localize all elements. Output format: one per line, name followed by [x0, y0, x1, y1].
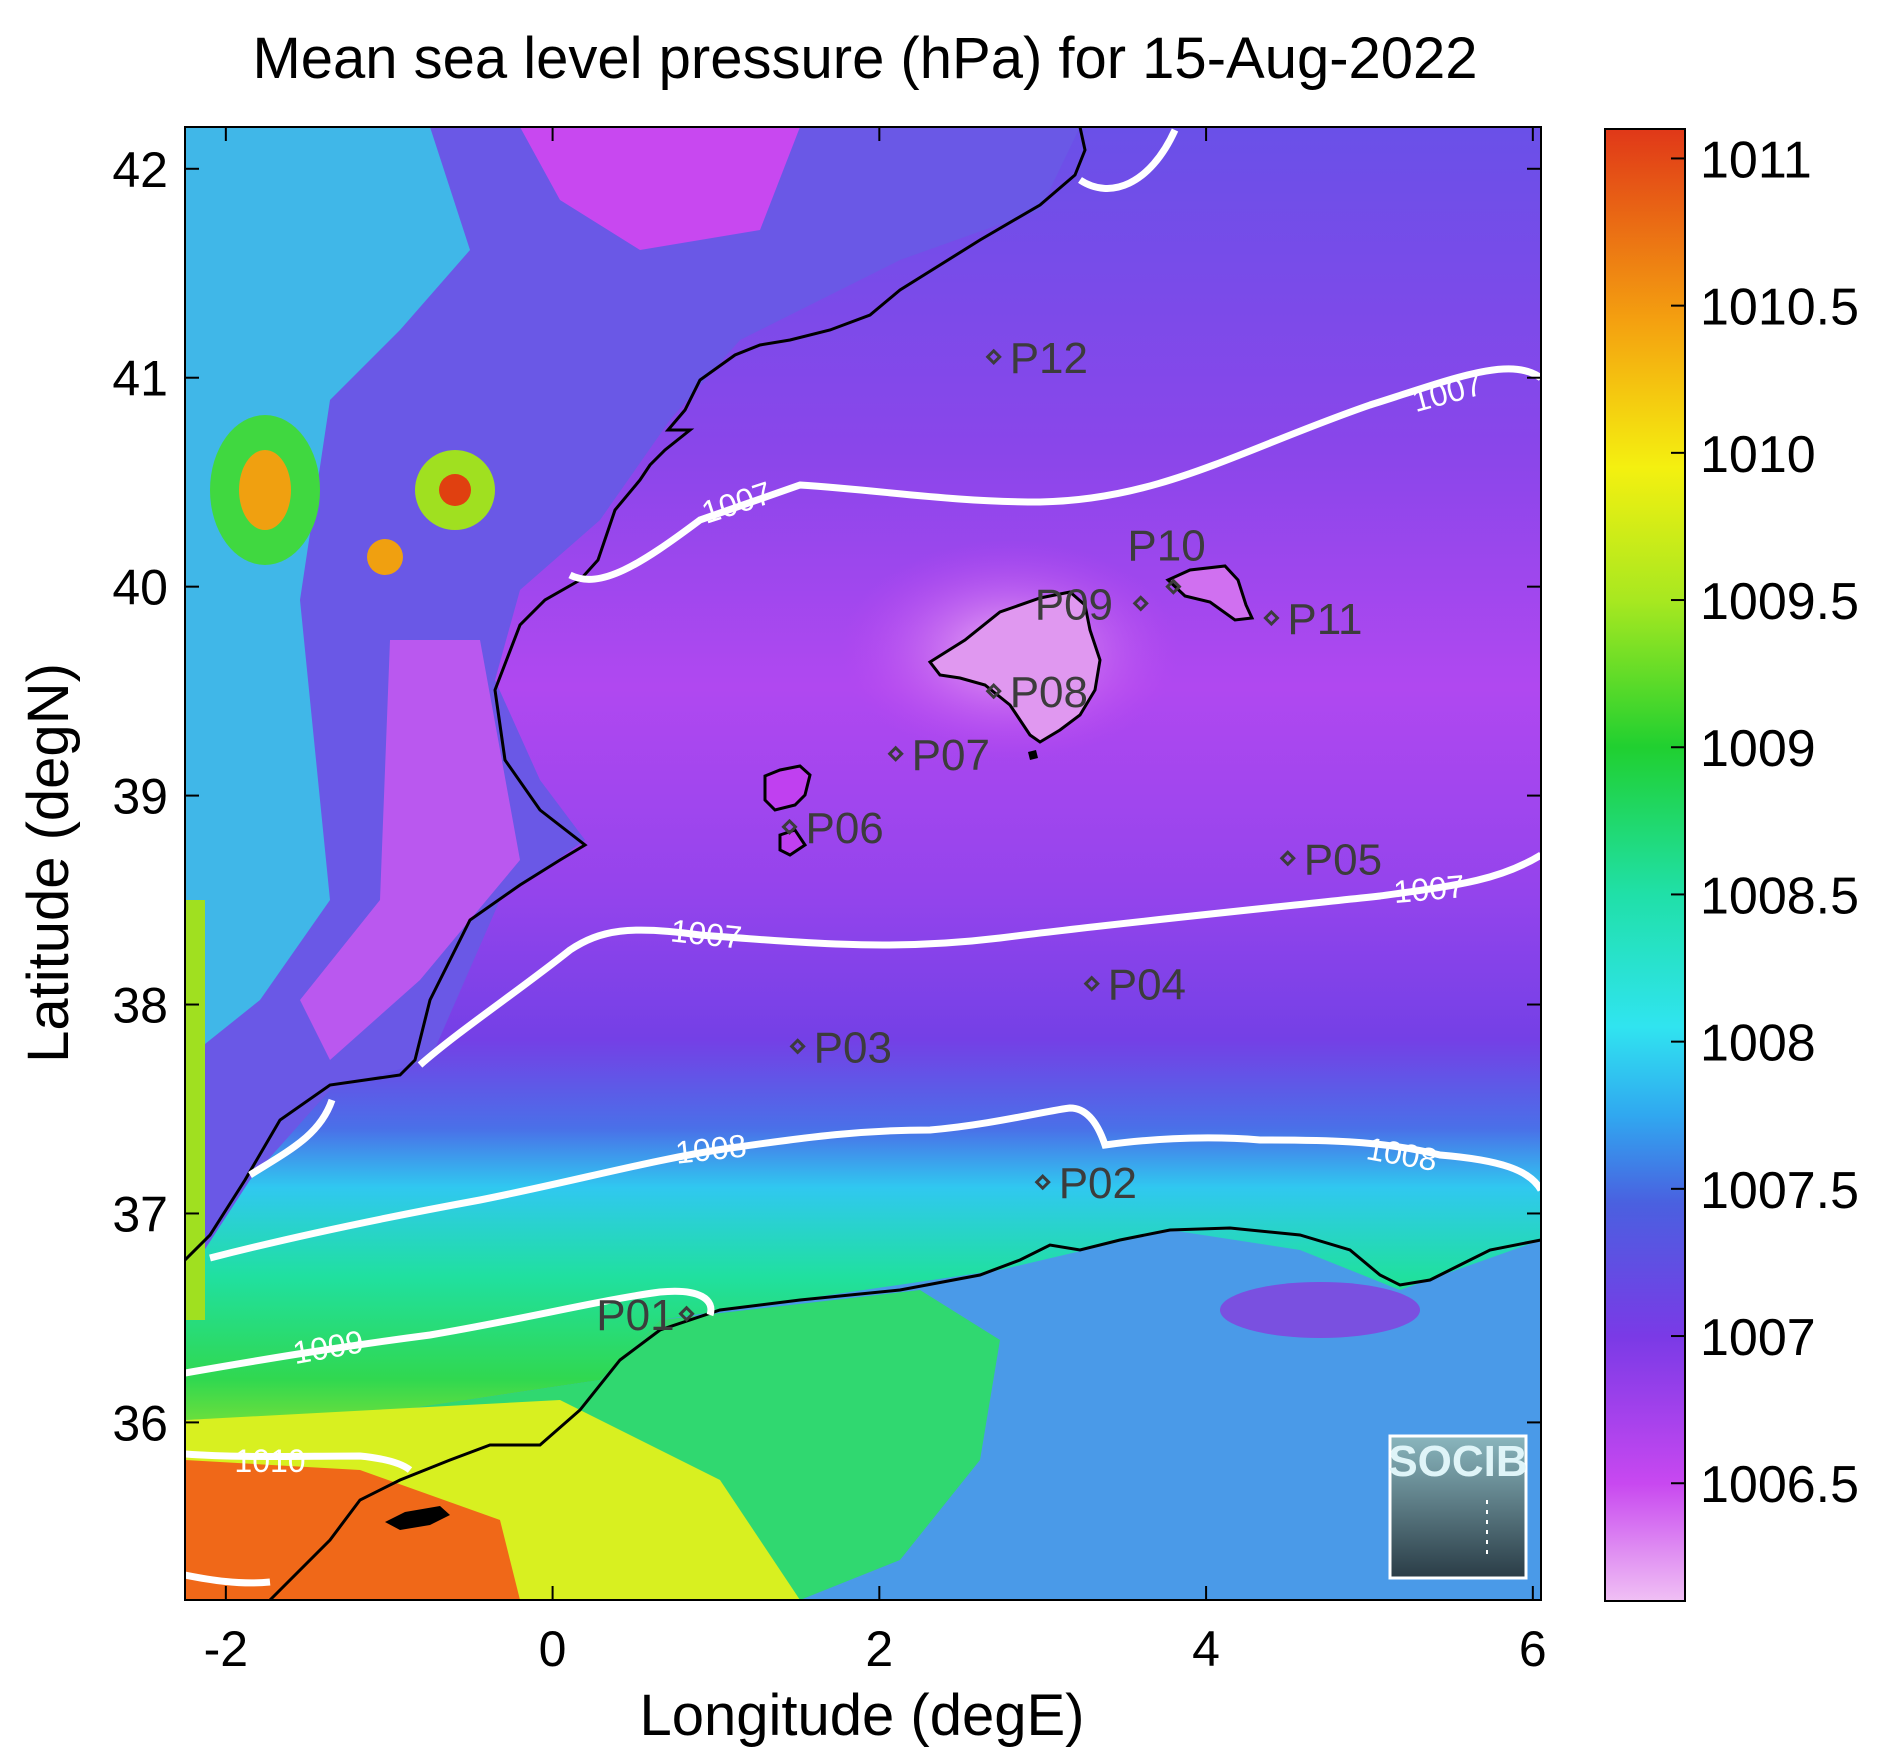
- station-marker: [985, 348, 1002, 365]
- colorbar-tick-label: 1008.5: [1700, 867, 1859, 925]
- x-tick-label: 4: [1192, 1621, 1220, 1677]
- map-plot-area: 1007 1007 1007 1007 1008 1008 1009 1010 …: [185, 127, 1541, 1600]
- inland-low-field: [520, 127, 800, 250]
- y-tick-label: 41: [112, 351, 168, 407]
- colorbar-tick-label: 1011: [1700, 131, 1812, 189]
- contour-label: 1007: [1392, 868, 1466, 910]
- station-label: P01: [596, 1291, 674, 1340]
- contour-label: 1008: [674, 1127, 749, 1170]
- menorca-island: [1165, 564, 1255, 622]
- contour-1007-upper: [568, 365, 1541, 583]
- ibiza-island: [763, 764, 812, 812]
- africa-low-patch: [1220, 1282, 1420, 1338]
- contour-label: 1010: [234, 1443, 305, 1479]
- station-label: P04: [1108, 961, 1186, 1010]
- y-axis-label: Latitude (degN): [16, 663, 81, 1063]
- iberia-coastline: [185, 127, 1087, 1262]
- mallorca-island: [927, 590, 1102, 744]
- station-label: P07: [912, 731, 990, 780]
- africa-hot-field: [185, 1460, 520, 1600]
- y-tick-label: 36: [112, 1395, 168, 1451]
- colorbar-tick-label: 1007.5: [1700, 1162, 1859, 1220]
- contour-1008: [209, 1104, 1541, 1262]
- x-tick-label: 0: [539, 1621, 567, 1677]
- contour-label: 1007: [669, 912, 744, 955]
- station-marker: [1132, 595, 1149, 612]
- mountain-peak-1: [239, 450, 291, 530]
- colorbar-tick-label: 1006.5: [1700, 1456, 1859, 1514]
- plot-frame: [184, 126, 1542, 1601]
- station-label: P03: [814, 1023, 892, 1072]
- station-marker: [1263, 609, 1280, 627]
- y-axis: 36 37 38 39 40 41 42: [112, 142, 1541, 1451]
- colorbar-tick-label: 1009.5: [1700, 573, 1859, 631]
- y-tick-label: 40: [112, 560, 168, 616]
- station-markers: P01 P02 P03 P04 P05 P06 P07 P08 P09 P10 P11 P12: [596, 334, 1382, 1340]
- station-label: P09: [1035, 580, 1113, 629]
- socib-logo: SOCIB: [1388, 1434, 1528, 1580]
- colorbar-tick-label: 1009: [1700, 720, 1816, 778]
- station-marker: [1165, 578, 1182, 595]
- x-tick-label: 6: [1519, 1621, 1547, 1677]
- station-marker: [985, 683, 1002, 700]
- station-label: P10: [1127, 522, 1205, 571]
- station-label: P11: [1287, 595, 1362, 644]
- y-tick-label: 37: [112, 1186, 168, 1242]
- station-label: P05: [1304, 835, 1382, 884]
- coastal-low-field: [300, 640, 520, 1060]
- station-label: P08: [1010, 668, 1088, 717]
- colorbar-ticks: 1006.5 1007 1007.5 1008 1008.5 1009 1009.5 1010…: [1671, 131, 1859, 1514]
- chart-title: Mean sea level pressure (hPa) for 15-Aug…: [252, 26, 1477, 91]
- x-axis-label: Longitude (degE): [640, 1683, 1085, 1748]
- mountain-peak-3: [367, 539, 403, 575]
- contour-1007-north: [1078, 128, 1179, 192]
- station-marker: [789, 1038, 806, 1055]
- iberia-highlands-field: [185, 127, 470, 1060]
- logo-text: SOCIB: [1388, 1437, 1527, 1486]
- contour-1009: [185, 1287, 715, 1377]
- alboran-island: [385, 1506, 450, 1530]
- cabrera-island: [1028, 750, 1038, 760]
- station-marker: [678, 1305, 695, 1322]
- contour-1010: [185, 1450, 413, 1473]
- colorbar-tick-label: 1008: [1700, 1015, 1816, 1073]
- y-tick-label: 39: [112, 769, 168, 825]
- y-tick-label: 38: [112, 978, 168, 1034]
- station-marker: [1279, 850, 1296, 867]
- colorbar: [1604, 128, 1686, 1602]
- africa-coastline: [267, 1226, 1541, 1600]
- colorbar-tick-label: 1010: [1700, 426, 1816, 484]
- colorbar-tick-label: 1007: [1700, 1309, 1816, 1367]
- mountain-peak-2: [439, 474, 471, 506]
- x-axis: -2 0 2 4 6: [204, 127, 1547, 1677]
- station-label: P02: [1059, 1159, 1137, 1208]
- station-marker: [781, 818, 798, 836]
- x-tick-label: -2: [204, 1621, 248, 1677]
- x-tick-label: 2: [865, 1621, 893, 1677]
- station-marker: [887, 745, 904, 762]
- contour-1010-south: [185, 1571, 271, 1587]
- contour-1007-west: [248, 1098, 336, 1178]
- station-marker: [1083, 975, 1100, 992]
- colorbar-tick-label: 1010.5: [1700, 279, 1859, 337]
- y-tick-label: 42: [112, 142, 168, 198]
- iberia-land-field: [185, 127, 1080, 1280]
- station-label: P06: [805, 804, 883, 853]
- station-marker: [1034, 1174, 1051, 1191]
- contour-1007-lower: [417, 852, 1541, 1068]
- station-label: P12: [1010, 334, 1088, 383]
